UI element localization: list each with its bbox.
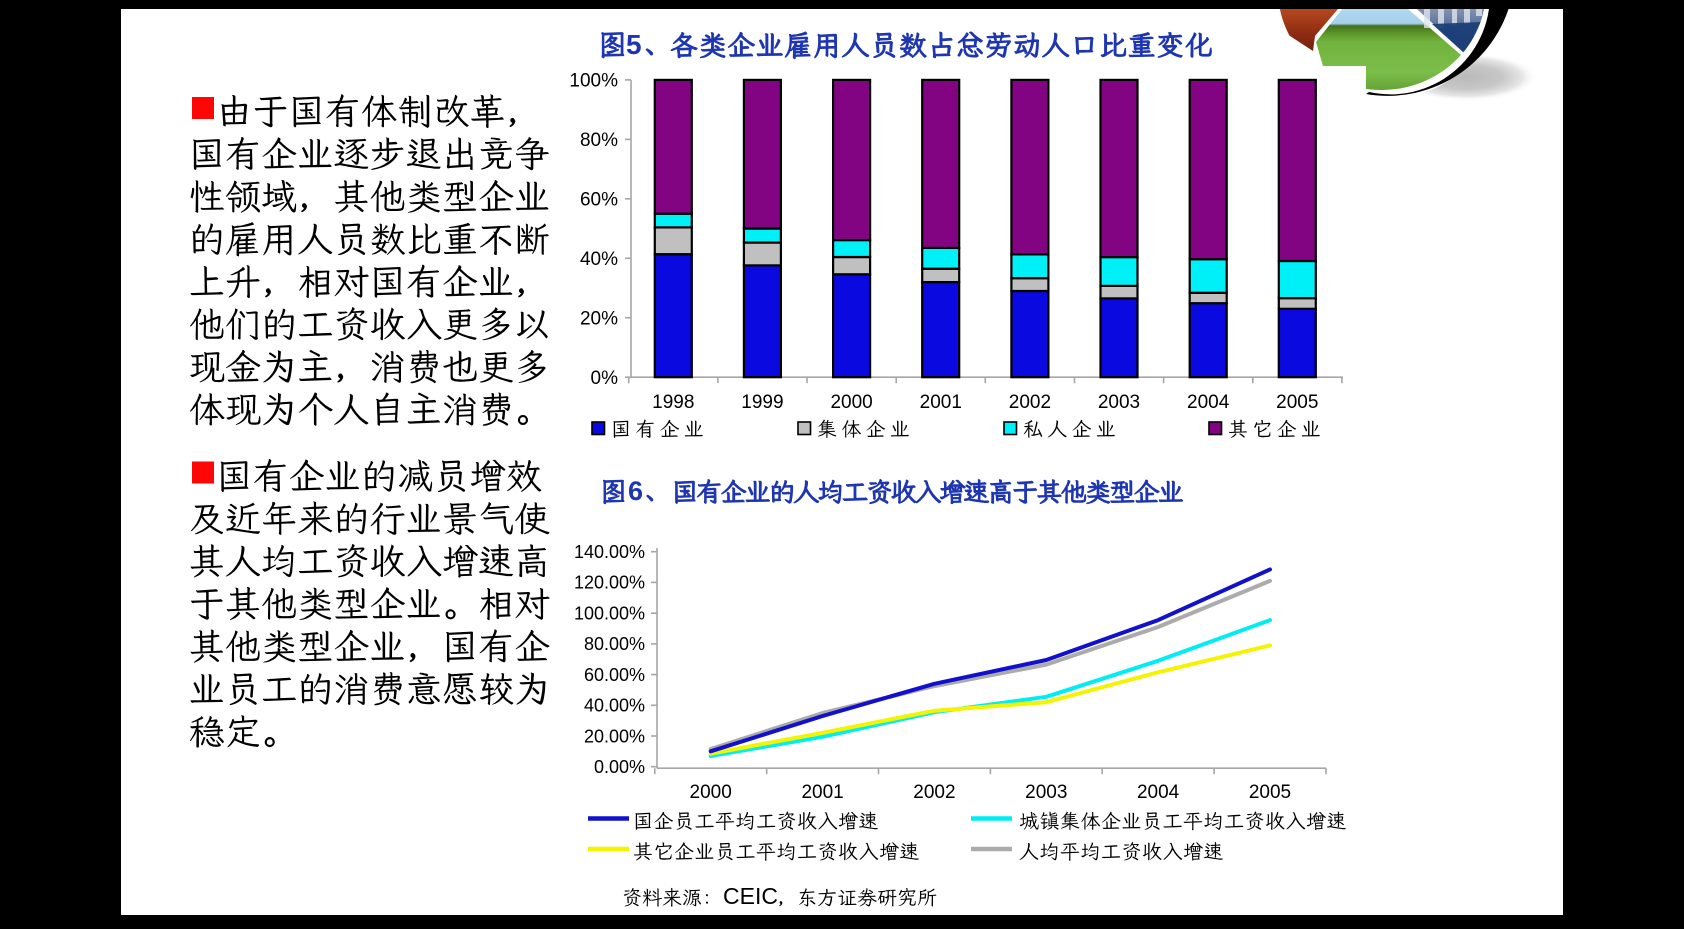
svg-text:0%: 0% <box>591 368 619 389</box>
svg-text:100.00%: 100.00% <box>574 604 645 624</box>
svg-text:2005: 2005 <box>1276 392 1318 413</box>
svg-text:5: 5 <box>626 29 642 60</box>
svg-text:2003: 2003 <box>1025 782 1067 803</box>
svg-text:1998: 1998 <box>652 392 694 413</box>
svg-text:80%: 80% <box>580 130 618 151</box>
svg-text:60.00%: 60.00% <box>584 665 645 685</box>
svg-text:2000: 2000 <box>690 782 732 803</box>
svg-text:2004: 2004 <box>1137 782 1180 803</box>
svg-text:140.00%: 140.00% <box>574 542 645 562</box>
svg-text:2005: 2005 <box>1249 782 1291 803</box>
svg-text:0.00%: 0.00% <box>594 757 645 777</box>
svg-text:40.00%: 40.00% <box>584 696 645 716</box>
svg-text:20.00%: 20.00% <box>584 726 645 746</box>
svg-text:2002: 2002 <box>913 782 955 803</box>
svg-text:6: 6 <box>628 476 643 506</box>
svg-text:2003: 2003 <box>1098 392 1140 413</box>
svg-text:2001: 2001 <box>801 782 843 803</box>
svg-text:20%: 20% <box>580 308 618 329</box>
svg-text:120.00%: 120.00% <box>574 573 645 593</box>
svg-text:40%: 40% <box>580 249 618 270</box>
svg-text:100%: 100% <box>569 71 618 92</box>
svg-text:60%: 60% <box>580 190 618 211</box>
svg-text:2004: 2004 <box>1187 392 1230 413</box>
svg-text:2002: 2002 <box>1009 392 1051 413</box>
svg-text:2000: 2000 <box>830 392 872 413</box>
svg-text:2001: 2001 <box>920 392 962 413</box>
svg-text:80.00%: 80.00% <box>584 634 645 654</box>
svg-text:CEIC: CEIC <box>723 883 778 909</box>
svg-text:1999: 1999 <box>741 392 783 413</box>
